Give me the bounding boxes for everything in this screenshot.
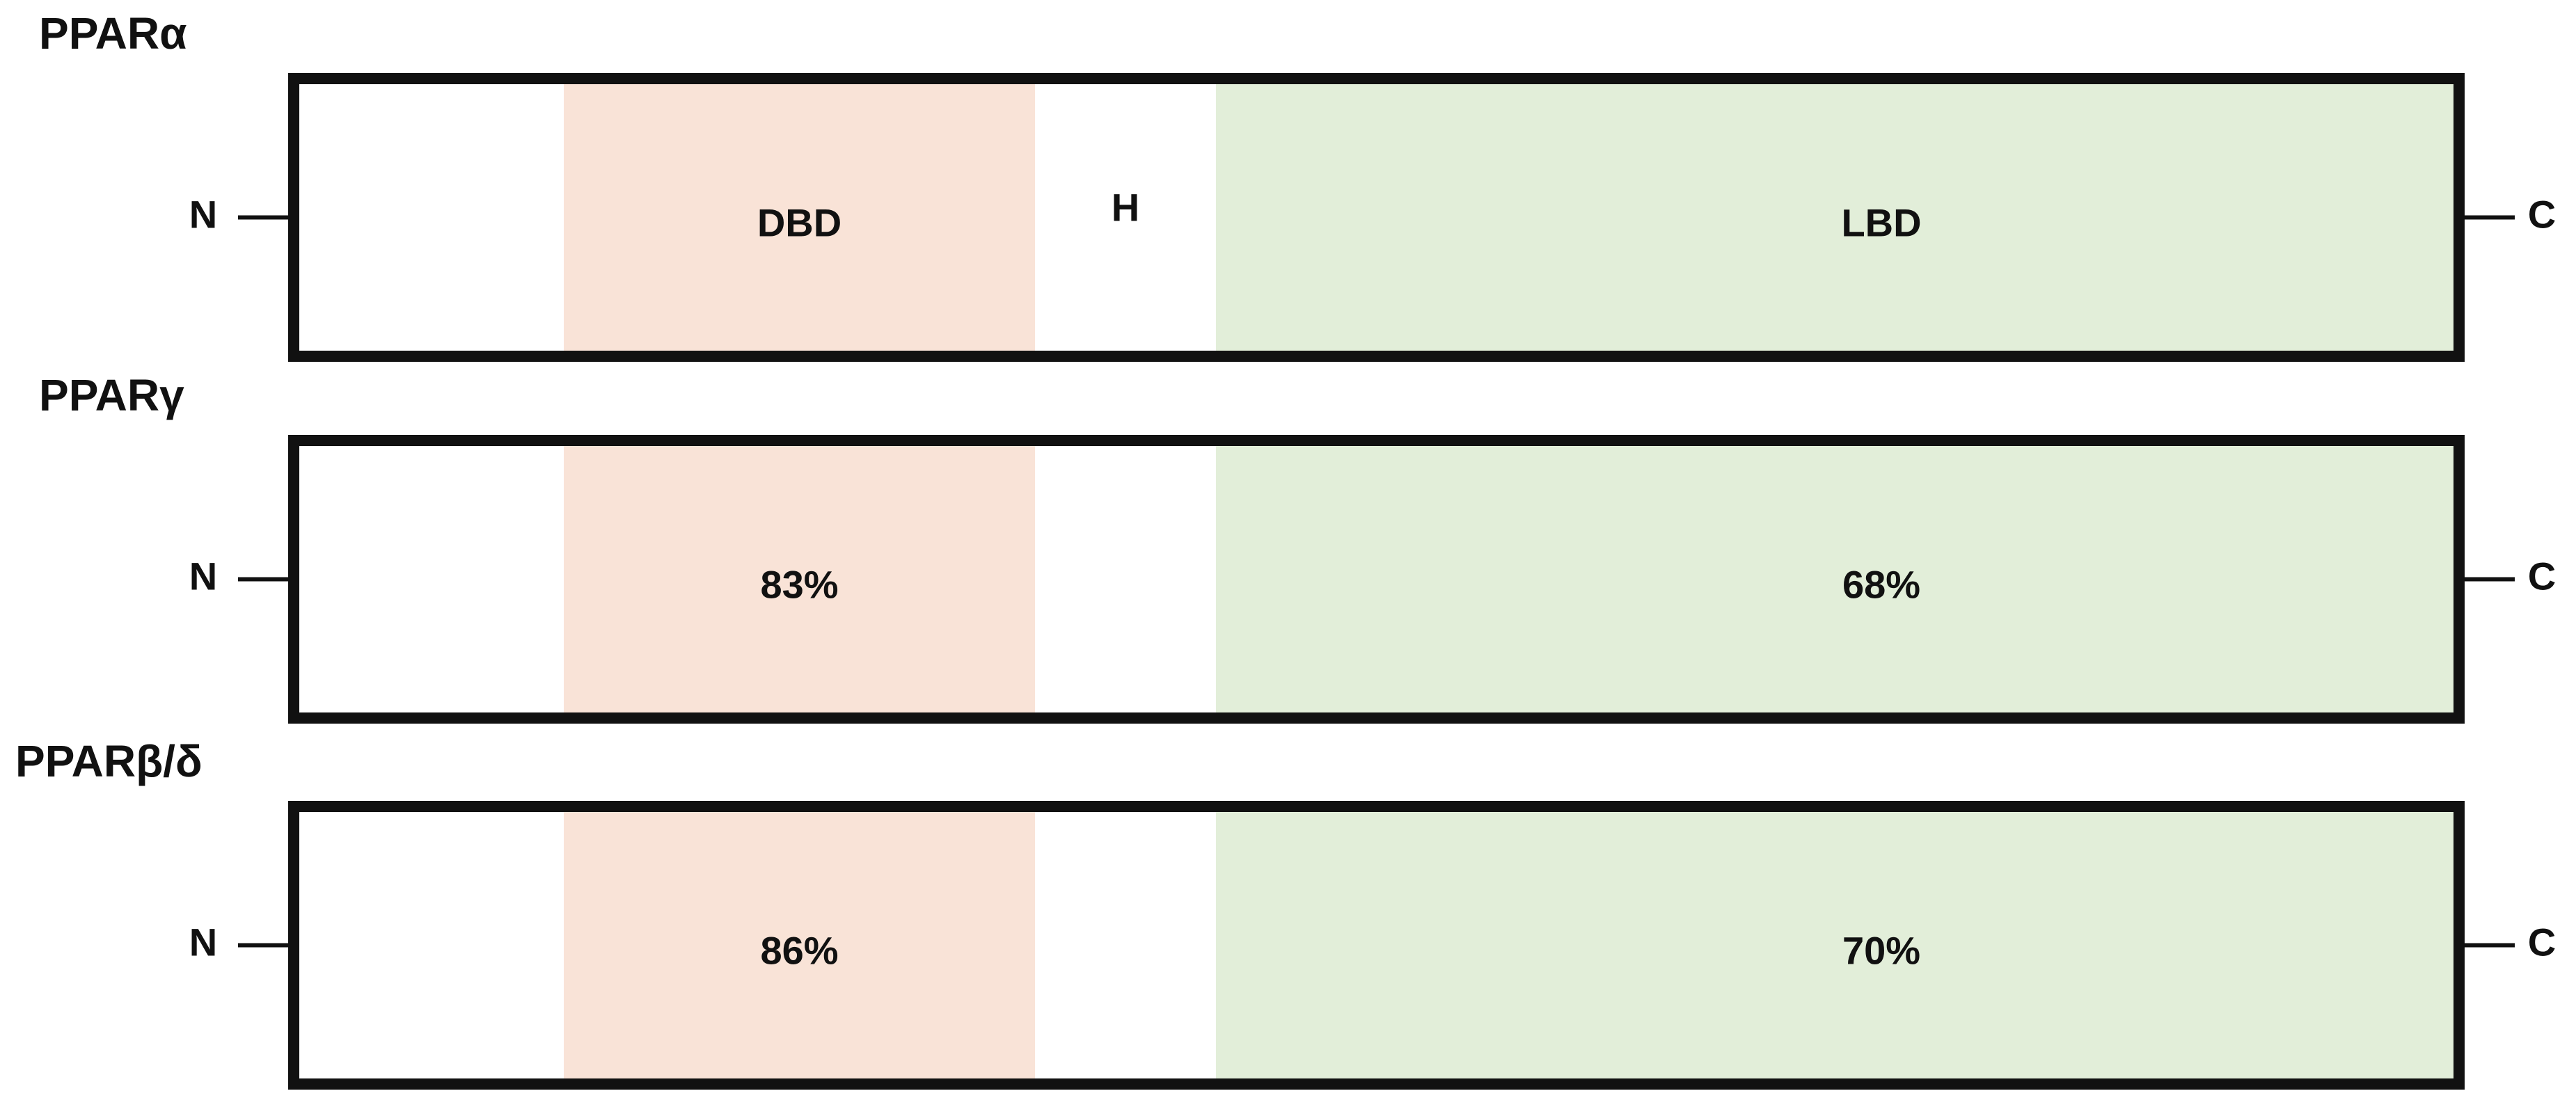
dbd-region [564,79,1035,356]
dbd-region [564,440,1035,718]
protein-name: PPARγ [39,370,184,420]
lbd-region [1216,79,2459,356]
n-terminus: N [189,554,217,598]
dbd-label: DBD [757,200,841,244]
lbd-region [1216,806,2459,1084]
dbd-label: 86% [760,928,838,972]
lbd-region [1216,440,2459,718]
dbd-region [564,806,1035,1084]
lbd-label: LBD [1841,200,1921,244]
c-terminus: C [2528,554,2556,598]
c-terminus: C [2528,192,2556,236]
lbd-label: 68% [1842,562,1920,606]
n-terminus: N [189,920,217,964]
dbd-label: 83% [760,562,838,606]
hinge-label: H [1112,185,1139,229]
c-terminus: C [2528,920,2556,964]
lbd-label: 70% [1842,928,1920,972]
protein-name: PPARα [39,8,187,58]
protein-name: PPARβ/δ [15,736,203,786]
n-terminus: N [189,192,217,236]
